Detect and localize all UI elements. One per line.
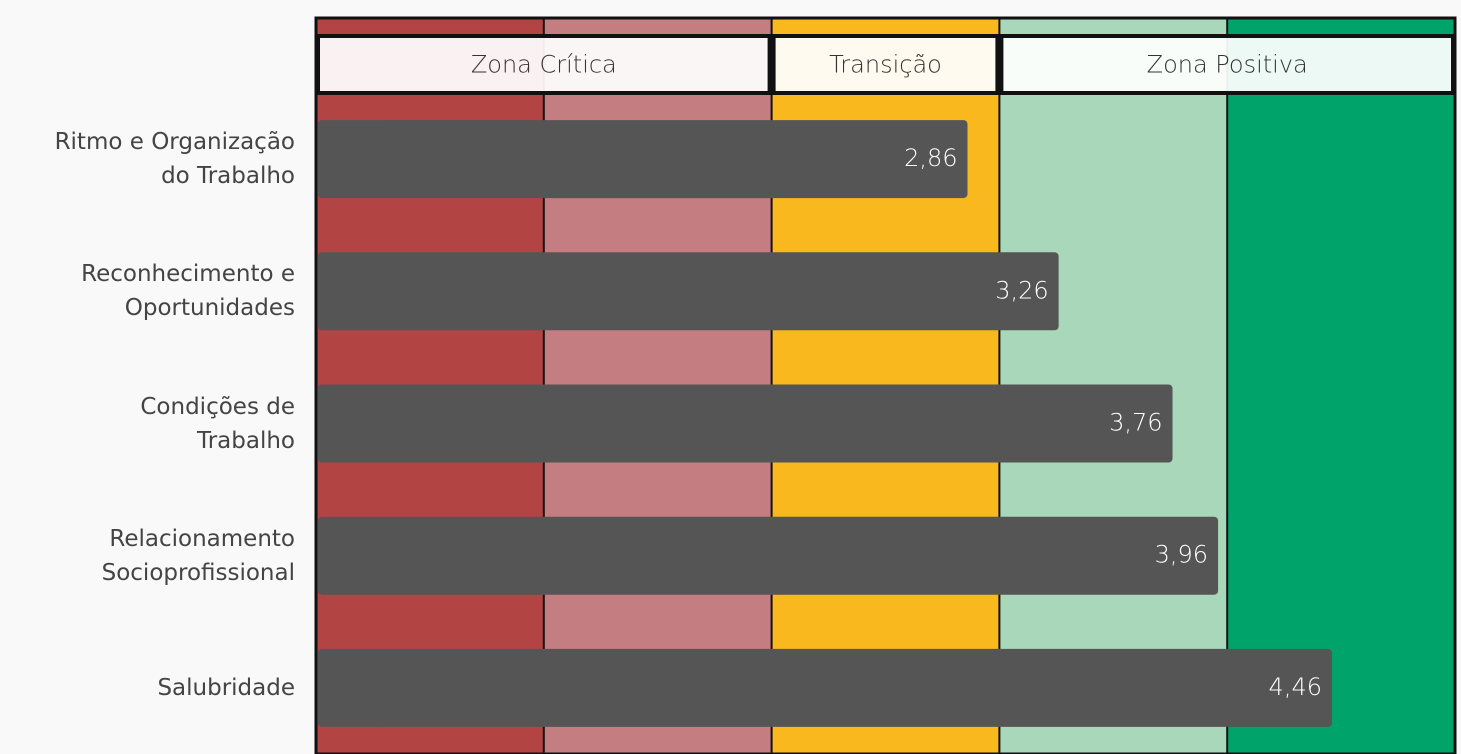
bar <box>318 120 968 199</box>
zone-header <box>316 34 772 95</box>
value-label: 2,86 <box>904 144 957 172</box>
zone-header <box>999 34 1456 95</box>
zone-label: Transição <box>829 51 942 79</box>
category-label: Reconhecimento e Oportunidades <box>81 261 295 322</box>
bar <box>318 384 1173 463</box>
zone-label: Zona Crítica <box>471 51 617 79</box>
value-label: 3,96 <box>1155 541 1208 569</box>
value-label: 3,76 <box>1109 409 1162 437</box>
category-label: Relacionamento Socioprofissional <box>101 525 295 586</box>
plot-border <box>314 16 1457 754</box>
bar <box>318 516 1219 595</box>
category-label: Condições de Trabalho <box>140 393 295 454</box>
value-label: 4,46 <box>1269 673 1322 701</box>
zone-header <box>771 34 1000 95</box>
category-label: Salubridade <box>157 674 295 701</box>
category-label: Ritmo e Organização do Trabalho <box>54 129 295 190</box>
zone-band <box>1227 18 1455 754</box>
bar <box>318 648 1332 727</box>
bar <box>318 252 1059 331</box>
value-label: 3,26 <box>995 276 1048 304</box>
zone-label: Zona Positiva <box>1147 51 1308 79</box>
